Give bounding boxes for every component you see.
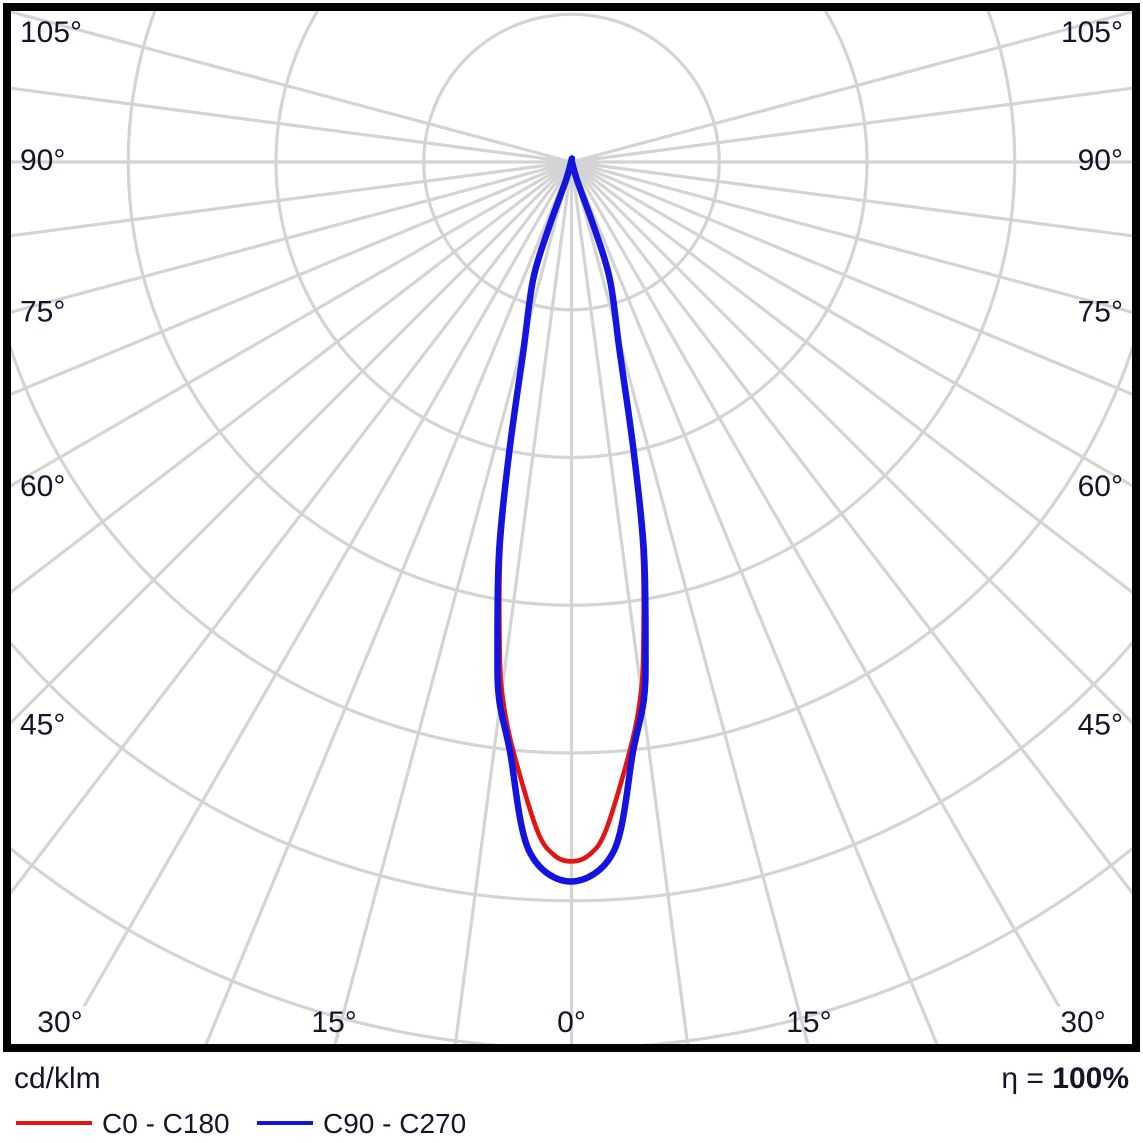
- svg-text:105°: 105°: [1061, 16, 1123, 49]
- svg-text:90°: 90°: [20, 144, 65, 177]
- svg-text:30°: 30°: [37, 1006, 82, 1039]
- svg-text:15°: 15°: [786, 1006, 831, 1039]
- svg-text:75°: 75°: [1078, 295, 1123, 328]
- svg-text:45°: 45°: [1078, 709, 1123, 742]
- svg-text:60°: 60°: [20, 470, 65, 503]
- svg-text:0°: 0°: [557, 1006, 586, 1039]
- svg-text:45°: 45°: [20, 709, 65, 742]
- svg-text:75°: 75°: [20, 295, 65, 328]
- svg-text:15°: 15°: [311, 1006, 356, 1039]
- svg-text:90°: 90°: [1078, 144, 1123, 177]
- svg-text:105°: 105°: [20, 16, 82, 49]
- svg-text:60°: 60°: [1078, 470, 1123, 503]
- svg-text:30°: 30°: [1060, 1006, 1105, 1039]
